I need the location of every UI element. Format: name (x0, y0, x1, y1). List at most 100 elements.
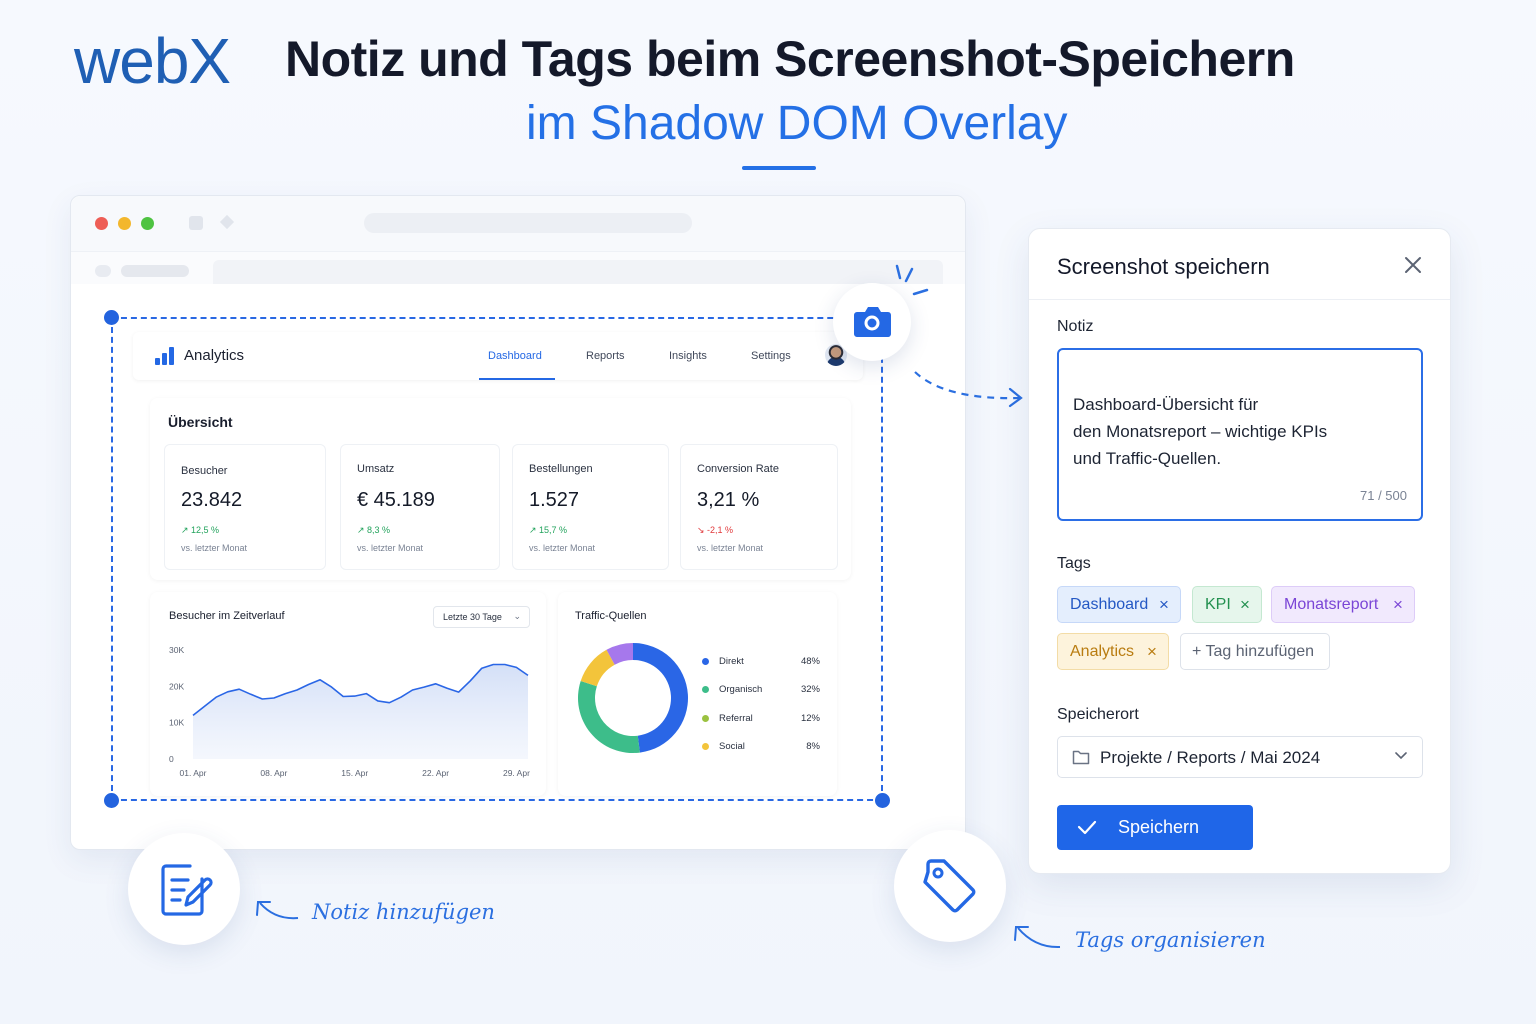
kpi-label: Besucher (181, 465, 228, 477)
legend-name: Direkt (719, 656, 744, 667)
line-chart: 30K 20K 10K 0 01. Apr 08. Apr 15. Apr 22. Apr 29… (169, 645, 530, 778)
save-label: Speichern (1118, 817, 1200, 837)
nav-dashboard[interactable]: Dashboard (488, 350, 542, 362)
legend-pct: 12% (800, 713, 820, 724)
folder-icon (1072, 750, 1090, 765)
window-maximize-dot[interactable] (141, 217, 154, 230)
note-text: Dashboard-Übersicht für den Monatsreport… (1073, 395, 1328, 468)
kpi-card-visitors: Besucher 23.842 ↗ 12,5 % vs. letzter Mon… (164, 444, 326, 570)
legend-dot (702, 715, 709, 722)
legend-name: Referral (719, 713, 753, 724)
selection-handle-bottom-left[interactable] (104, 793, 119, 808)
tag-label: Analytics (1070, 643, 1135, 660)
tag-remove-icon[interactable]: × (1159, 595, 1169, 614)
browser-tab-row (71, 252, 965, 284)
browser-control-square[interactable] (189, 216, 203, 230)
x-tick-label: 15. Apr (341, 768, 368, 778)
tab-strip (213, 260, 943, 284)
tab-favicon (95, 265, 111, 277)
browser-tab[interactable] (121, 265, 189, 277)
close-icon[interactable] (1401, 253, 1425, 277)
camera-icon (854, 307, 891, 337)
save-button[interactable]: Speichern (1057, 805, 1253, 850)
donut-slice-direkt (633, 643, 688, 753)
kpi-value: 1.527 (529, 489, 580, 511)
location-select[interactable]: Projekte / Reports / Mai 2024 (1057, 736, 1423, 778)
tag-chip-analytics: Analytics × (1057, 633, 1169, 670)
kpi-value: 23.842 (181, 489, 243, 511)
note-edit-icon (161, 864, 213, 916)
donut-chart (578, 643, 688, 753)
app-name: Analytics (184, 347, 245, 364)
add-tag-button[interactable]: + Tag hinzufügen (1180, 633, 1330, 670)
nav-insights[interactable]: Insights (669, 350, 707, 362)
title-underline (742, 166, 816, 170)
note-textarea[interactable]: Dashboard-Übersicht für den Monatsreport… (1057, 348, 1423, 521)
dialog-title: Screenshot speichern (1057, 254, 1270, 279)
tag-label: KPI (1205, 596, 1231, 613)
note-label: Notiz (1057, 318, 1094, 335)
legend-dot (702, 743, 709, 750)
legend-dot (702, 686, 709, 693)
legend-name: Social (719, 741, 745, 752)
nav-reports[interactable]: Reports (586, 350, 625, 362)
dialog-divider (1029, 299, 1450, 300)
kpi-label: Conversion Rate (697, 463, 779, 475)
kpi-value: 3,21 % (697, 489, 760, 511)
screenshot-camera-button[interactable] (833, 283, 911, 361)
range-select[interactable]: Letzte 30 Tage ⌄ (433, 606, 530, 628)
tag-remove-icon[interactable]: × (1393, 595, 1403, 614)
page-subtitle: im Shadow DOM Overlay (526, 97, 1068, 150)
tag-remove-icon[interactable]: × (1147, 642, 1157, 661)
tag-chip-dashboard: Dashboard × (1057, 586, 1181, 623)
kpi-subtext: vs. letzter Monat (529, 543, 596, 553)
selection-handle-top-left[interactable] (104, 310, 119, 325)
avatar[interactable] (825, 344, 847, 366)
kpi-label: Bestellungen (529, 463, 593, 475)
window-close-dot[interactable] (95, 217, 108, 230)
y-tick-label: 0 (169, 754, 174, 764)
y-tick-label: 30K (169, 645, 184, 655)
window-minimize-dot[interactable] (118, 217, 131, 230)
donut-slice-organisch (578, 681, 640, 753)
screenshot-selection[interactable] (111, 317, 883, 801)
kpi-delta: ↗ 8,3 % (357, 525, 391, 535)
save-screenshot-dialog: Screenshot speichern Notiz Dashboard-Übe… (1028, 228, 1451, 874)
legend-dot (702, 658, 709, 665)
nav-settings[interactable]: Settings (751, 350, 791, 362)
overview-card: Übersicht Besucher 23.842 ↗ 12,5 % vs. l… (150, 398, 851, 580)
nav-active-indicator (479, 378, 555, 380)
kpi-delta: ↗ 15,7 % (529, 525, 568, 535)
selection-handle-bottom-right[interactable] (875, 793, 890, 808)
traffic-title: Traffic-Quellen (575, 610, 647, 622)
feature-tags-caption: Tags organisieren (1075, 928, 1266, 952)
tag-remove-icon[interactable]: × (1240, 595, 1250, 614)
feature-tags-badge (894, 830, 1006, 942)
legend-name: Organisch (719, 684, 763, 695)
traffic-sources-card: Traffic-Quellen Direkt 48% Organisch 32%… (558, 592, 837, 796)
chevron-down-icon (1395, 752, 1407, 760)
kpi-card-orders: Bestellungen 1.527 ↗ 15,7 % vs. letzter … (512, 444, 669, 570)
dashboard-navbar: Analytics Dashboard Reports Insights Set… (133, 332, 863, 380)
kpi-label: Umsatz (357, 463, 395, 475)
donut-slice-referral (580, 649, 615, 687)
kpi-subtext: vs. letzter Monat (181, 543, 248, 553)
kpi-subtext: vs. letzter Monat (697, 543, 764, 553)
y-tick-label: 20K (169, 681, 184, 691)
location-label: Speicherort (1057, 706, 1139, 723)
legend-pct: 8% (806, 741, 820, 752)
x-tick-label: 08. Apr (260, 768, 287, 778)
browser-control-diamond[interactable] (219, 214, 235, 230)
note-char-count: 71 / 500 (1360, 488, 1407, 503)
chart-title: Besucher im Zeitverlauf (169, 610, 285, 622)
chevron-down-icon: ⌄ (513, 611, 521, 621)
bar-chart-icon (155, 347, 177, 365)
location-value: Projekte / Reports / Mai 2024 (1100, 748, 1321, 767)
kpi-card-revenue: Umsatz € 45.189 ↗ 8,3 % vs. letzter Mona… (340, 444, 500, 570)
line-series (192, 663, 529, 717)
webx-logo: webX (74, 25, 231, 97)
address-bar[interactable] (364, 213, 692, 233)
kpi-subtext: vs. letzter Monat (357, 543, 424, 553)
tag-label: Monatsreport (1284, 596, 1379, 613)
kpi-card-conversion: Conversion Rate 3,21 % ↘ -2,1 % vs. letz… (680, 444, 838, 570)
